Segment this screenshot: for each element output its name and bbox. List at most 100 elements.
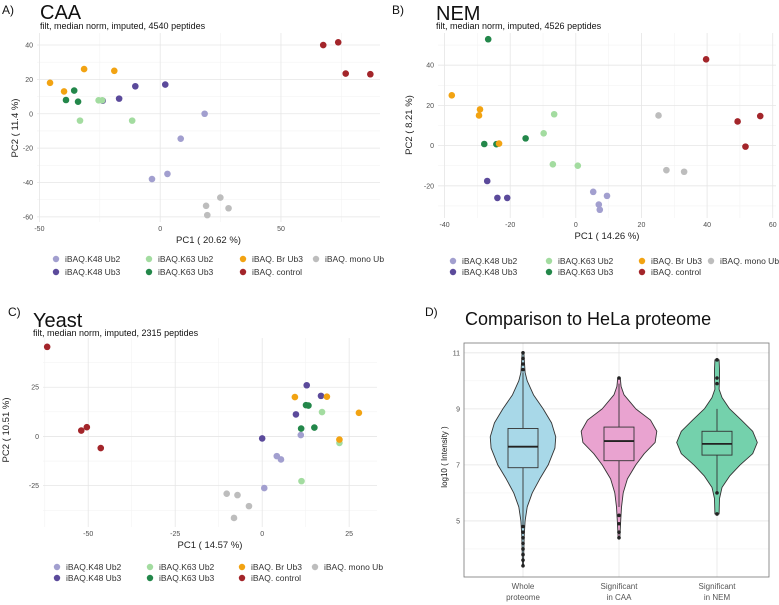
point-k48ub2 — [260, 484, 268, 492]
x-category-label: Whole — [512, 582, 535, 591]
point-control — [342, 70, 350, 77]
point-monoub — [223, 490, 230, 498]
outlier-point — [617, 535, 621, 540]
x-tick-label: 0 — [158, 226, 162, 233]
legend-item-control: iBAQ. control — [239, 267, 302, 277]
point-brub3 — [476, 106, 484, 113]
legend-item-control: iBAQ. control — [238, 573, 301, 583]
legend-swatch — [146, 574, 154, 582]
point-monoub — [203, 211, 211, 219]
point-k63ub3 — [522, 135, 529, 142]
legend-item-k63ub2: iBAQ.K63 Ub2 — [146, 562, 215, 572]
legend-label: iBAQ. control — [252, 267, 302, 277]
point-k63ub3 — [480, 140, 488, 148]
legend-swatch — [449, 268, 457, 276]
legend-label: iBAQ. Br Ub3 — [251, 562, 302, 572]
point-k63ub3 — [62, 96, 70, 104]
legend-swatch — [53, 563, 61, 571]
legend-swatch — [638, 268, 646, 276]
legend-swatch — [145, 255, 153, 263]
point-monoub — [655, 112, 662, 119]
point-brub3 — [323, 393, 331, 400]
point-k48ub2 — [177, 135, 185, 142]
point-k63ub3 — [74, 98, 82, 106]
outlier-point — [617, 376, 621, 380]
outlier-point — [521, 563, 525, 568]
point-k48ub2 — [148, 175, 156, 183]
chart-title: Yeast — [33, 310, 83, 332]
legend-item-k63ub2: iBAQ.K63 Ub2 — [145, 254, 214, 264]
outlier-point — [617, 530, 621, 534]
y-axis-title: PC2 ( 10.51 %) — [1, 398, 12, 463]
point-monoub — [230, 514, 238, 522]
point-k48ub2 — [277, 456, 285, 463]
y-tick-label: 40 — [426, 63, 434, 70]
legend-label: iBAQ. mono Ub — [720, 256, 779, 266]
legend-item-k48ub3: iBAQ.K48 Ub3 — [52, 267, 121, 277]
legend-label: iBAQ.K63 Ub2 — [158, 254, 214, 264]
y-tick-label: 5 — [456, 518, 460, 525]
legend-item-k48ub2: iBAQ.K48 Ub2 — [53, 562, 122, 572]
y-tick-label: -25 — [29, 483, 39, 490]
legend-swatch — [238, 563, 246, 571]
point-brub3 — [291, 393, 299, 401]
violin-0: Whole proteome — [489, 351, 557, 602]
chart-title: Comparison to HeLa proteome — [465, 309, 711, 329]
outlier-point — [521, 535, 525, 540]
point-brub3 — [46, 79, 54, 87]
violin-panel: D) Comparison to HeLa proteome 5 7 9 11 log10 … — [425, 305, 770, 602]
x-category-label: in CAA — [607, 593, 633, 602]
legend-label: iBAQ. control — [251, 573, 301, 583]
outlier-point — [521, 558, 525, 562]
y-tick-label: -60 — [23, 214, 33, 221]
legend-swatch — [53, 574, 61, 582]
legend-item-k48ub3: iBAQ.K48 Ub3 — [53, 573, 122, 583]
legend-label: iBAQ. Br Ub3 — [252, 254, 303, 264]
legend-label: iBAQ.K63 Ub2 — [558, 256, 614, 266]
legend-label: iBAQ.K63 Ub3 — [159, 573, 215, 583]
legend-label: iBAQ.K63 Ub3 — [158, 267, 214, 277]
legend-label: iBAQ.K48 Ub3 — [66, 573, 122, 583]
point-k63ub3 — [297, 425, 305, 432]
point-k48ub3 — [292, 411, 300, 418]
point-brub3 — [336, 436, 343, 443]
outlier-point — [715, 358, 719, 362]
x-category-label: Significant — [601, 582, 639, 591]
point-k48ub3 — [303, 381, 311, 389]
point-brub3 — [80, 65, 88, 73]
point-brub3 — [355, 409, 363, 417]
y-tick-label: 25 — [31, 385, 39, 392]
plot-border — [463, 342, 770, 578]
point-k48ub2 — [164, 170, 171, 178]
point-k48ub2 — [297, 431, 305, 439]
legend-label: iBAQ.K48 Ub2 — [65, 254, 121, 264]
point-k48ub3 — [494, 194, 501, 202]
point-control — [367, 70, 374, 78]
point-control — [742, 143, 749, 150]
legend-label: iBAQ.K63 Ub2 — [159, 562, 215, 572]
chart-subtitle: filt, median norm, imputed, 4526 peptide… — [436, 21, 602, 31]
outlier-point — [617, 513, 621, 518]
point-monoub — [225, 204, 232, 212]
legend-swatch — [638, 257, 646, 265]
x-tick-label: 0 — [260, 531, 264, 538]
legend-swatch — [545, 257, 553, 265]
outlier-point — [521, 524, 525, 529]
outlier-point — [521, 362, 525, 366]
legend-label: iBAQ.K48 Ub3 — [65, 267, 121, 277]
legend-item-k48ub3: iBAQ.K48 Ub3 — [449, 267, 518, 277]
x-tick-label: -20 — [505, 222, 515, 229]
legend-item-k63ub3: iBAQ.K63 Ub3 — [545, 267, 614, 277]
legend-item-monoub: iBAQ. mono Ub — [312, 254, 384, 264]
legend-label: iBAQ.K63 Ub3 — [558, 267, 614, 277]
point-brub3 — [448, 92, 456, 99]
x-tick-label: 25 — [345, 531, 353, 538]
y-tick-label: 0 — [29, 111, 33, 118]
legend-swatch — [311, 563, 319, 571]
y-tick-label: -20 — [23, 146, 33, 153]
y-tick-label: 20 — [426, 103, 434, 110]
point-control — [734, 118, 741, 125]
